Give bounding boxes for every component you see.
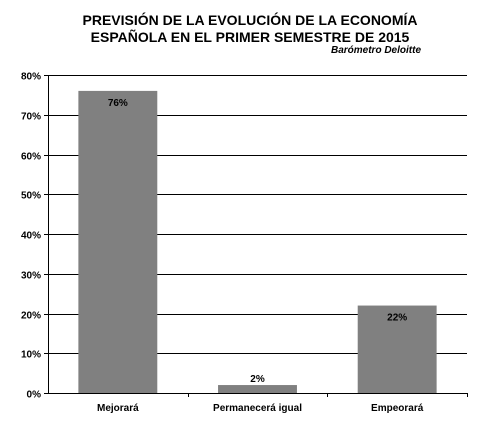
chart-title-line-1: PREVISIÓN DE LA EVOLUCIÓN DE LA ECONOMÍA: [82, 12, 418, 28]
y-tick-label: 60%: [21, 152, 41, 163]
y-tick-label: 10%: [21, 350, 41, 361]
y-tick-label: 20%: [21, 311, 41, 322]
x-tick-label: Empeorará: [371, 403, 424, 414]
y-tick-label: 0%: [27, 390, 42, 401]
bar: [218, 385, 297, 393]
y-tick-label: 40%: [21, 231, 41, 242]
chart-title-line-2: ESPAÑOLA EN EL PRIMER SEMESTRE DE 2015: [90, 29, 410, 45]
chart-subtitle: Barómetro Deloitte: [330, 45, 421, 56]
y-tick-label: 50%: [21, 191, 41, 202]
x-tick-label: Mejorará: [97, 403, 139, 414]
data-label: 22%: [387, 313, 407, 324]
y-tick-label: 70%: [21, 112, 41, 123]
y-tick-label: 80%: [21, 72, 41, 83]
y-tick-label: 30%: [21, 271, 41, 282]
data-label: 76%: [108, 98, 128, 109]
bar: [357, 305, 437, 393]
bar: [78, 90, 158, 394]
x-tick-label: Permanecerá igual: [213, 403, 302, 414]
data-label: 2%: [250, 374, 265, 385]
